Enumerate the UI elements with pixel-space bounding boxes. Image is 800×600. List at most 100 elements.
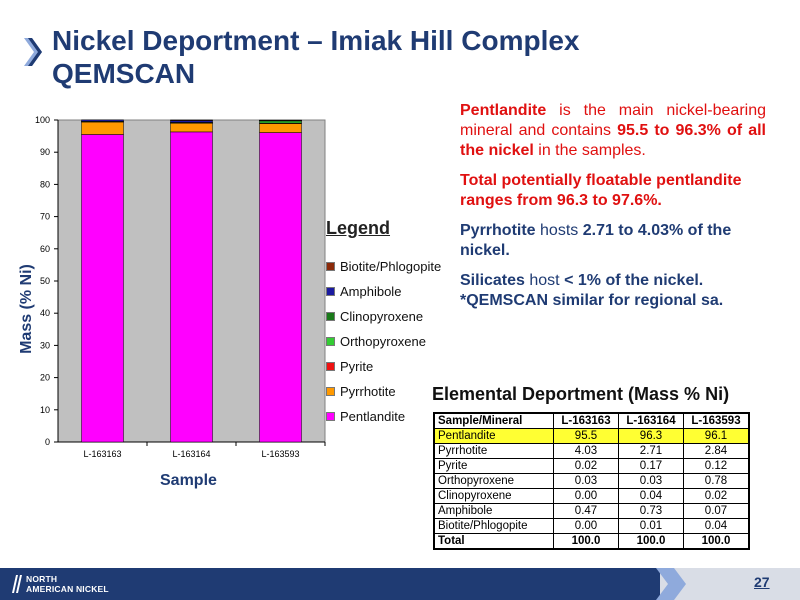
- bar-segment: [259, 119, 302, 121]
- bar-segment: [259, 132, 302, 443]
- bar-segment: [81, 119, 124, 122]
- note-3-range: 2.71 to 4.03% of the nickel.: [460, 222, 732, 259]
- y-tick-label: 50: [40, 276, 50, 286]
- legend-swatch: [326, 387, 335, 396]
- title-line-1: Nickel Deportment – Imiak Hill Complex: [52, 25, 580, 56]
- legend-swatch: [326, 312, 335, 321]
- mineral-cell: Amphibole: [433, 503, 554, 519]
- table-row: Clinopyroxene 0.00 0.04 0.02: [433, 488, 750, 504]
- y-tick-label: 70: [40, 212, 50, 222]
- slide-title: Nickel Deportment – Imiak Hill Complex Q…: [52, 24, 580, 90]
- header-cell: L-163163: [553, 412, 619, 429]
- value-cell: 0.04: [683, 518, 750, 534]
- table-header-row: Sample/Mineral L-163163 L-163164 L-16359…: [433, 412, 750, 429]
- page-number: 27: [754, 574, 770, 590]
- mineral-cell: Biotite/Phlogopite: [433, 518, 554, 534]
- deportment-table: Sample/Mineral L-163163 L-163164 L-16359…: [433, 412, 750, 550]
- legend-item: Amphibole: [326, 279, 441, 304]
- table-row: Biotite/Phlogopite 0.00 0.01 0.04: [433, 518, 750, 534]
- legend-swatch: [326, 262, 335, 271]
- mineral-cell: Pyrite: [433, 458, 554, 474]
- mineral-cell: Orthopyroxene: [433, 473, 554, 489]
- value-cell: 0.04: [618, 488, 684, 504]
- legend-label: Biotite/Phlogopite: [340, 259, 442, 274]
- header-cell: Sample/Mineral: [433, 412, 554, 429]
- value-cell: 0.73: [618, 503, 684, 519]
- note-floatable: Total potentially floatable pentlandite …: [460, 171, 766, 211]
- value-cell: 0.01: [618, 518, 684, 534]
- y-tick-label: 80: [40, 179, 50, 189]
- chevron-mark-icon: [24, 38, 42, 66]
- note-1-range: 95.5 to 96.3% of all the nickel: [460, 122, 767, 159]
- note-5-text: *QEMSCAN similar for regional sa.: [460, 292, 724, 309]
- y-tick-label: 40: [40, 308, 50, 318]
- legend-label: Pyrite: [340, 359, 374, 374]
- note-1-bold: Pentlandite: [460, 102, 547, 119]
- value-cell: 2.84: [683, 443, 750, 459]
- legend-label: Pyrrhotite: [340, 384, 396, 399]
- legend-item: Biotite/Phlogopite: [326, 254, 441, 279]
- bar-segment: [81, 134, 124, 443]
- y-tick-label: 30: [40, 340, 50, 350]
- y-tick-label: 10: [40, 405, 50, 415]
- note-3-text: hosts: [535, 222, 583, 239]
- mineral-cell: Pyrrhotite: [433, 443, 554, 459]
- logo-line-1: NORTH: [26, 574, 58, 584]
- legend-label: Amphibole: [340, 284, 402, 299]
- company-logo: NORTH AMERICAN NICKEL: [26, 574, 109, 594]
- legend-item: Pentlandite: [326, 404, 441, 429]
- table-row: Pyrite 0.02 0.17 0.12: [433, 458, 750, 474]
- notes-panel: Pentlandite is the main nickel-bearing m…: [460, 101, 766, 321]
- legend-swatch: [326, 337, 335, 346]
- note-3-bold: Pyrrhotite: [460, 222, 536, 239]
- chart-svg: 0 10 20 30 40 50 60 70 80 90 100 L-163163 L-163164 L-…: [35, 115, 326, 459]
- value-cell: 0.47: [553, 503, 619, 519]
- x-tick-label: L-163163: [83, 449, 121, 459]
- value-cell: 95.5: [553, 428, 619, 444]
- x-tick-label: L-163593: [261, 449, 299, 459]
- logo-line-2: AMERICAN NICKEL: [26, 584, 109, 594]
- title-line-2: QEMSCAN: [52, 58, 196, 89]
- bar-segment: [259, 123, 302, 133]
- bar-segment: [81, 121, 124, 135]
- note-4-range: < 1% of the nickel.: [564, 272, 704, 289]
- y-axis-label: Mass (% Ni): [18, 264, 35, 354]
- value-cell: 0.07: [683, 503, 750, 519]
- y-tick-label: 20: [40, 373, 50, 383]
- y-tick-label: 60: [40, 244, 50, 254]
- table-row: Amphibole 0.47 0.73 0.07: [433, 503, 750, 519]
- footer-chevron-icon: [656, 568, 686, 600]
- value-cell: 96.3: [618, 428, 684, 444]
- note-4-bold: Silicates: [460, 272, 525, 289]
- value-cell: 0.00: [553, 518, 619, 534]
- bar-segment: [170, 131, 213, 443]
- legend: Biotite/Phlogopite Amphibole Clinopyroxene…: [326, 254, 441, 429]
- mineral-cell: Total: [433, 533, 554, 550]
- value-cell: 96.1: [683, 428, 750, 444]
- value-cell: 0.02: [683, 488, 750, 504]
- legend-item: Clinopyroxene: [326, 304, 441, 329]
- note-1-text: is the main nickel-bearing mineral and c…: [460, 102, 766, 139]
- value-cell: 0.00: [553, 488, 619, 504]
- bar-segment: [170, 119, 213, 121]
- legend-label: Pentlandite: [340, 409, 406, 424]
- legend-swatch: [326, 362, 335, 371]
- legend-title: Legend: [326, 218, 391, 238]
- table-row: Pentlandite 95.5 96.3 96.1: [433, 428, 750, 444]
- legend-label: Clinopyroxene: [340, 309, 424, 324]
- note-1-end: in the samples.: [533, 142, 646, 159]
- mineral-cell: Pentlandite: [433, 428, 554, 444]
- note-4-text: host: [524, 272, 565, 289]
- value-cell: 0.17: [618, 458, 684, 474]
- note-pentlandite: Pentlandite is the main nickel-bearing m…: [460, 101, 766, 161]
- value-cell: 0.02: [553, 458, 619, 474]
- value-cell: 100.0: [683, 533, 750, 550]
- table-row: Pyrrhotite 4.03 2.71 2.84: [433, 443, 750, 459]
- legend-swatch: [326, 287, 335, 296]
- value-cell: 4.03: [553, 443, 619, 459]
- legend-item: Pyrrhotite: [326, 379, 441, 404]
- legend-item: Orthopyroxene: [326, 329, 441, 354]
- x-axis-label: Sample: [160, 472, 217, 489]
- y-tick-label: 90: [40, 147, 50, 157]
- mineral-cell: Clinopyroxene: [433, 488, 554, 504]
